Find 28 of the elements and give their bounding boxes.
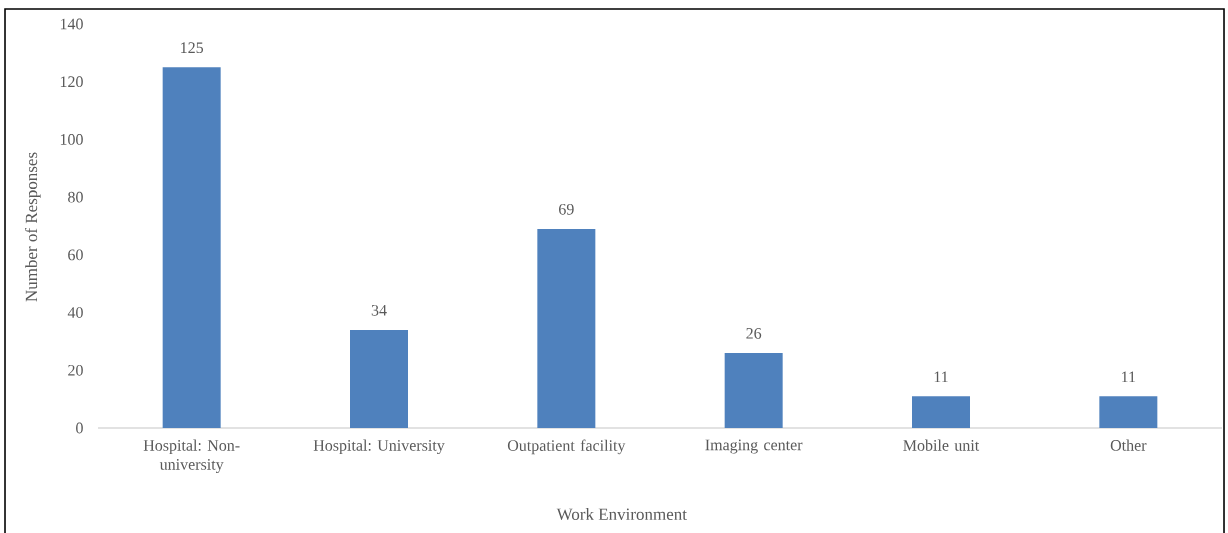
y-tick-label: 0 [76,422,83,434]
y-tick-label: 140 [60,18,83,30]
x-tick-label: Imaging center [705,439,803,454]
data-label: 34 [371,304,387,316]
x-tick-label: Other [1110,439,1147,451]
x-tick-label: Mobile unit [903,439,980,451]
bar [912,396,971,428]
y-tick-label: 100 [60,134,83,145]
data-label: 11 [934,371,948,383]
y-tick-label: 120 [60,76,83,88]
x-tick-label: Hospital: University [313,439,445,455]
y-tick-label: 20 [68,364,83,376]
bar [1099,396,1158,428]
x-axis-title: Work Environment [556,508,687,521]
bar [724,352,783,428]
y-tick-label: 40 [67,307,83,318]
bar [350,329,408,428]
bar [162,67,221,428]
data-label: 11 [1122,371,1136,383]
bar [537,228,596,428]
data-label: 26 [746,328,762,339]
x-tick-label: Outpatient facility [507,439,626,455]
y-tick-label: 80 [68,191,83,203]
y-axis-title: Number of Responses [25,152,41,302]
data-label: 125 [181,42,204,54]
x-tick-label: Hospital: Non-university [143,439,240,474]
y-tick-label: 60 [68,249,83,261]
data-label: 69 [559,203,574,215]
